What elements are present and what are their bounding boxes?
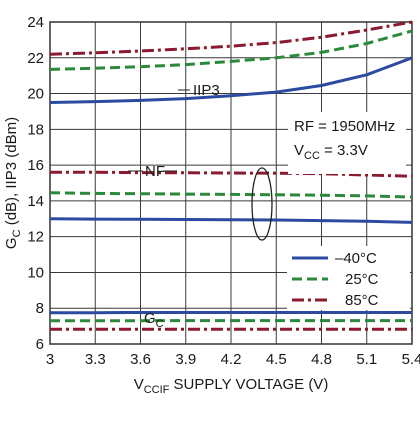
rf-condition: RF = 1950MHz — [294, 118, 395, 135]
x-axis-label: VCCIF SUPPLY VOLTAGE (V) — [134, 376, 329, 396]
y-tick-label: 12 — [27, 229, 44, 246]
y-tick-label: 24 — [27, 14, 44, 31]
gc-curve-label: GC — [144, 310, 164, 330]
grid — [49, 21, 413, 345]
group-ellipse-marker — [251, 167, 273, 241]
y-tick-label: 8 — [36, 300, 44, 317]
vcc-condition: VCC = 3.3V — [294, 142, 368, 162]
data-series — [49, 20, 413, 331]
x-tick-labels: 3 3.3 3.6 3.9 4.2 4.5 4.8 5.1 5.4 — [46, 351, 420, 368]
nf-curve-label: NF — [145, 163, 165, 180]
y-tick-label: 6 — [36, 336, 44, 353]
legend: –40°C 25°C 85°C — [287, 246, 410, 310]
legend-label-25: 25°C — [345, 271, 379, 288]
x-tick-label: 5.1 — [356, 351, 377, 368]
y-tick-labels: 6 8 10 12 14 16 18 20 22 24 — [27, 14, 44, 353]
x-tick-label: 5.4 — [402, 351, 420, 368]
x-tick-label: 3.3 — [85, 351, 106, 368]
iip3-curve-label: IIP3 — [193, 82, 220, 99]
y-tick-label: 18 — [27, 121, 44, 138]
y-tick-label: 20 — [27, 86, 44, 103]
series-nf-neg40c — [49, 217, 413, 224]
y-tick-label: 14 — [27, 193, 44, 210]
x-tick-label: 3.9 — [175, 351, 196, 368]
series-nf-25c — [49, 191, 413, 199]
x-tick-label: 4.8 — [311, 351, 332, 368]
x-tick-label: 4.5 — [266, 351, 287, 368]
y-tick-label: 16 — [27, 157, 44, 174]
conditions-box — [288, 112, 406, 174]
legend-label-85: 85°C — [345, 292, 379, 309]
x-tick-label: 4.2 — [221, 351, 242, 368]
series-iip3-neg40c — [49, 56, 413, 104]
y-tick-label: 10 — [27, 264, 44, 281]
y-tick-label: 22 — [27, 50, 44, 67]
y-axis-label: GC (dB), IIP3 (dBm) — [3, 117, 23, 249]
x-tick-label: 3.6 — [130, 351, 151, 368]
series-iip3-85c — [49, 20, 413, 56]
series-nf-85c — [50, 170, 413, 178]
x-tick-label: 3 — [46, 351, 54, 368]
series-iip3-25c — [49, 29, 413, 71]
legend-label-neg40: –40°C — [335, 250, 377, 267]
